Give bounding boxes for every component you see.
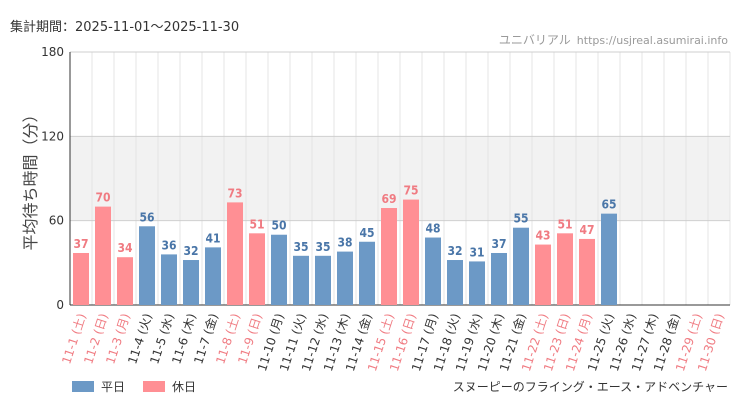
bar <box>315 255 331 305</box>
bar <box>161 254 177 305</box>
bar <box>139 226 155 305</box>
bar-value-label: 41 <box>205 231 220 245</box>
bar-value-label: 48 <box>425 222 440 236</box>
bar-value-label: 73 <box>227 186 242 200</box>
bar-value-label: 37 <box>491 237 506 251</box>
bar-value-label: 69 <box>381 192 396 206</box>
bar <box>337 251 353 305</box>
bar-value-label: 37 <box>73 237 88 251</box>
y-tick-label: 60 <box>49 214 64 228</box>
bar-value-label: 56 <box>139 210 154 224</box>
bar-value-label: 45 <box>359 226 374 240</box>
bar <box>183 260 199 305</box>
bar <box>579 238 595 305</box>
bar-value-label: 35 <box>293 240 308 254</box>
bar-value-label: 34 <box>117 241 133 255</box>
y-tick-label: 180 <box>41 45 64 59</box>
bar-value-label: 32 <box>183 244 198 258</box>
legend-holiday-label: 休日 <box>172 380 197 394</box>
bar <box>601 213 617 305</box>
legend-weekday-swatch <box>72 381 94 392</box>
bar-value-label: 55 <box>513 212 528 226</box>
bar-value-label: 43 <box>535 229 550 243</box>
bar <box>293 255 309 305</box>
bar-value-label: 31 <box>469 245 484 259</box>
bar <box>535 244 551 305</box>
bar <box>95 206 111 305</box>
y-tick-label: 120 <box>41 129 64 143</box>
bar <box>73 252 89 305</box>
bar <box>271 234 287 305</box>
bar-value-label: 32 <box>447 244 462 258</box>
y-axis-title: 平均待ち時間（分） <box>21 106 40 250</box>
bar-value-label: 36 <box>161 238 176 252</box>
bar-value-label: 38 <box>337 236 352 250</box>
bar-value-label: 65 <box>601 198 616 212</box>
bar <box>513 227 529 305</box>
legend-weekday[interactable]: 平日 <box>72 378 125 395</box>
legend-weekday-label: 平日 <box>101 380 126 394</box>
bar <box>117 257 133 305</box>
bar <box>425 237 441 305</box>
bar-value-label: 70 <box>95 191 110 205</box>
bar-value-label: 47 <box>579 223 594 237</box>
axis-layer: 0 60 120 180 平均待ち時間（分） <box>21 45 71 312</box>
legend-holiday[interactable]: 休日 <box>143 378 196 395</box>
bar-value-label: 35 <box>315 240 330 254</box>
bar <box>205 247 221 305</box>
bar <box>381 208 397 305</box>
bar <box>227 202 243 305</box>
legend-holiday-swatch <box>143 381 166 392</box>
bar <box>469 261 485 305</box>
bar <box>249 233 265 305</box>
bar-value-label: 75 <box>403 184 418 198</box>
bar-value-label: 50 <box>271 219 286 233</box>
bar <box>403 199 419 305</box>
site-name: ユニバリアル <box>498 33 571 47</box>
site-url[interactable]: https://usjreal.asumirai.info <box>576 34 728 47</box>
y-tick-label: 0 <box>56 298 64 312</box>
attraction-name: スヌーピーのフライング・エース・アドベンチャー <box>452 380 728 394</box>
bar <box>359 241 375 305</box>
period-label: 集計期間：2025-11-01～2025-11-30 <box>10 20 240 35</box>
bar <box>557 233 573 305</box>
site-credit[interactable]: ユニバリアル https://usjreal.asumirai.info <box>499 31 728 48</box>
bar-layer <box>73 199 617 305</box>
bar-value-label: 51 <box>557 217 572 231</box>
legend: 平日 休日 <box>72 378 214 395</box>
bar <box>447 260 463 305</box>
bar <box>491 252 507 305</box>
bar-value-label: 51 <box>249 217 264 231</box>
grid-layer <box>69 51 731 306</box>
